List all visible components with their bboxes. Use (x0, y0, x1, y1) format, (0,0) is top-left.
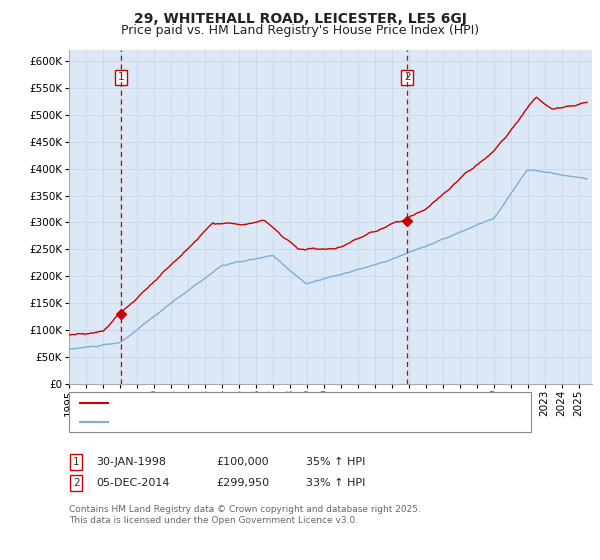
Text: 1: 1 (118, 72, 125, 82)
Text: 2: 2 (73, 478, 80, 488)
Text: 1: 1 (73, 457, 80, 467)
Text: 2: 2 (404, 72, 410, 82)
Text: 29, WHITEHALL ROAD, LEICESTER, LE5 6GJ: 29, WHITEHALL ROAD, LEICESTER, LE5 6GJ (134, 12, 466, 26)
Text: 35% ↑ HPI: 35% ↑ HPI (306, 457, 365, 467)
Text: £100,000: £100,000 (216, 457, 269, 467)
Text: Price paid vs. HM Land Registry's House Price Index (HPI): Price paid vs. HM Land Registry's House … (121, 24, 479, 37)
Text: £299,950: £299,950 (216, 478, 269, 488)
Text: 05-DEC-2014: 05-DEC-2014 (96, 478, 170, 488)
Text: 30-JAN-1998: 30-JAN-1998 (96, 457, 166, 467)
Text: 29, WHITEHALL ROAD, LEICESTER, LE5 6GJ (detached house): 29, WHITEHALL ROAD, LEICESTER, LE5 6GJ (… (112, 398, 452, 408)
Text: 33% ↑ HPI: 33% ↑ HPI (306, 478, 365, 488)
Text: HPI: Average price, detached house, Leicester: HPI: Average price, detached house, Leic… (112, 417, 369, 427)
Text: Contains HM Land Registry data © Crown copyright and database right 2025.
This d: Contains HM Land Registry data © Crown c… (69, 505, 421, 525)
